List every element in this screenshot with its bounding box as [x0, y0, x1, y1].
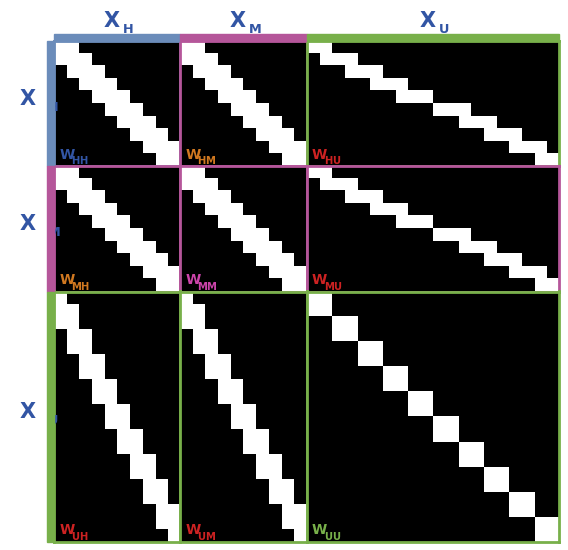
Bar [47, 41, 54, 166]
Text: $\mathbf{W}$: $\mathbf{W}$ [185, 273, 202, 287]
Bar [47, 166, 54, 292]
Text: $\mathbf{HU}$: $\mathbf{HU}$ [324, 155, 341, 166]
Text: $\mathbf{W}$: $\mathbf{W}$ [59, 524, 76, 537]
Text: $\mathbf{X}$: $\mathbf{X}$ [19, 402, 36, 422]
Text: $\mathbf{W}$: $\mathbf{W}$ [311, 273, 328, 287]
Text: $\mathbf{W}$: $\mathbf{W}$ [185, 148, 202, 162]
Text: $\mathbf{H}$: $\mathbf{H}$ [122, 23, 133, 36]
Text: $\mathbf{X}$: $\mathbf{X}$ [19, 89, 36, 109]
Text: $\mathbf{X}$: $\mathbf{X}$ [419, 12, 436, 31]
Bar [181, 34, 307, 41]
Text: $\mathbf{H}$: $\mathbf{H}$ [47, 101, 58, 114]
Text: $\mathbf{MH}$: $\mathbf{MH}$ [71, 279, 90, 292]
Text: $\mathbf{U}$: $\mathbf{U}$ [47, 414, 58, 427]
Bar [47, 292, 54, 542]
Text: $\mathbf{MM}$: $\mathbf{MM}$ [198, 279, 218, 292]
Text: $\mathbf{U}$: $\mathbf{U}$ [438, 23, 449, 36]
Text: $\mathbf{M}$: $\mathbf{M}$ [47, 226, 60, 239]
Text: $\mathbf{W}$: $\mathbf{W}$ [59, 273, 76, 287]
Text: $\mathbf{W}$: $\mathbf{W}$ [185, 524, 202, 537]
Text: $\mathbf{UM}$: $\mathbf{UM}$ [198, 530, 216, 542]
Text: $\mathbf{HH}$: $\mathbf{HH}$ [71, 155, 89, 166]
Text: $\mathbf{UH}$: $\mathbf{UH}$ [71, 530, 89, 542]
Text: $\mathbf{MU}$: $\mathbf{MU}$ [324, 279, 343, 292]
Bar [307, 34, 559, 41]
Text: $\mathbf{X}$: $\mathbf{X}$ [103, 12, 120, 31]
Text: $\mathbf{X}$: $\mathbf{X}$ [229, 12, 247, 31]
Text: $\mathbf{X}$: $\mathbf{X}$ [19, 214, 36, 234]
Text: $\mathbf{UU}$: $\mathbf{UU}$ [324, 530, 341, 542]
Text: $\mathbf{W}$: $\mathbf{W}$ [311, 148, 328, 162]
Text: $\mathbf{W}$: $\mathbf{W}$ [311, 524, 328, 537]
Text: $\mathbf{W}$: $\mathbf{W}$ [59, 148, 76, 162]
Text: $\mathbf{HM}$: $\mathbf{HM}$ [198, 155, 217, 166]
Text: $\mathbf{M}$: $\mathbf{M}$ [248, 23, 262, 36]
Bar [54, 34, 181, 41]
